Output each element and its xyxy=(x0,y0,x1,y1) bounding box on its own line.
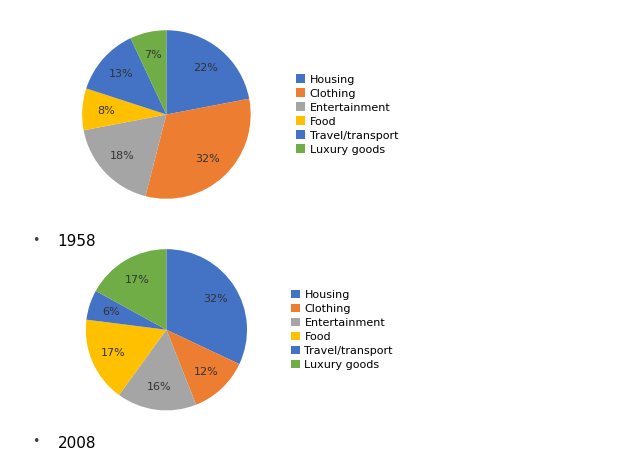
Text: 13%: 13% xyxy=(109,69,133,79)
Legend: Housing, Clothing, Entertainment, Food, Travel/transport, Luxury goods: Housing, Clothing, Entertainment, Food, … xyxy=(294,72,401,157)
Text: •: • xyxy=(32,436,40,448)
Text: 8%: 8% xyxy=(97,106,115,116)
Text: 6%: 6% xyxy=(102,307,120,317)
Text: 17%: 17% xyxy=(100,348,125,358)
Text: 22%: 22% xyxy=(193,63,218,73)
Text: 32%: 32% xyxy=(203,294,228,304)
Text: 2008: 2008 xyxy=(58,436,96,451)
Wedge shape xyxy=(86,38,166,114)
Text: •: • xyxy=(32,234,40,247)
Wedge shape xyxy=(96,249,166,330)
Wedge shape xyxy=(166,330,239,405)
Wedge shape xyxy=(84,114,166,196)
Text: 7%: 7% xyxy=(144,50,162,60)
Wedge shape xyxy=(166,30,249,114)
Text: 17%: 17% xyxy=(125,275,149,285)
Text: 18%: 18% xyxy=(110,151,134,161)
Wedge shape xyxy=(131,30,166,114)
Wedge shape xyxy=(86,320,166,395)
Text: 16%: 16% xyxy=(147,382,172,393)
Wedge shape xyxy=(166,249,247,364)
Text: 32%: 32% xyxy=(196,154,220,164)
Wedge shape xyxy=(82,88,166,130)
Text: 1958: 1958 xyxy=(58,234,96,249)
Legend: Housing, Clothing, Entertainment, Food, Travel/transport, Luxury goods: Housing, Clothing, Entertainment, Food, … xyxy=(289,288,395,372)
Wedge shape xyxy=(119,330,196,410)
Text: 12%: 12% xyxy=(194,367,218,377)
Wedge shape xyxy=(86,291,166,330)
Wedge shape xyxy=(145,99,251,199)
